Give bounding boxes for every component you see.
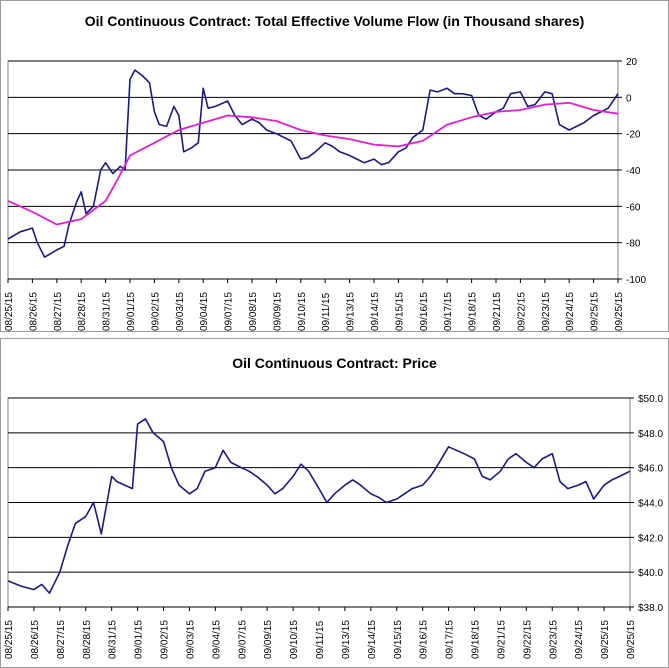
x-tick-label: 09/11/15 [321,292,332,331]
x-tick-label: 09/16/15 [419,620,430,659]
y-tick-label: -100 [626,275,646,286]
x-tick-label: 09/22/15 [522,620,533,659]
x-tick-label: 09/13/15 [341,620,352,659]
x-tick-label: 09/04/15 [211,620,222,659]
x-tick-label: 08/25/15 [4,292,15,331]
x-tick-label: 09/15/15 [394,292,405,331]
x-tick-label: 09/03/15 [175,292,186,331]
x-tick-label: 09/25/15 [590,292,601,331]
x-tick-label: 09/22/15 [516,292,527,331]
x-tick-label: 09/25/15 [600,620,611,659]
x-tick-label: 09/13/15 [346,292,357,331]
x-tick-label: 08/25/15 [4,620,15,659]
x-tick-label: 09/11/15 [315,620,326,659]
price-chart-panel: Oil Continuous Contract: Price $50.0 $48.… [0,338,669,668]
x-tick-label: 09/10/15 [297,292,308,331]
x-tick-label: 09/15/15 [393,620,404,659]
chart-title: Oil Continuous Contract: Price [232,355,437,371]
x-tick-label: 09/17/15 [445,620,456,659]
x-tick-label: 08/31/15 [102,292,113,331]
x-tick-label: 09/18/15 [471,620,482,659]
volume-flow-chart: 20 0 -20 -40 -60 -80 -100 08/25/15 08/26/15 08/27… [4,57,646,331]
y-tick-label: -20 [626,130,641,141]
y-tick-label: $42.0 [638,533,663,544]
y-tick-label: $38.0 [638,603,663,614]
x-tick-label: 08/28/15 [82,620,93,659]
y-tick-label: $48.0 [638,429,663,440]
x-tick-label: 09/01/15 [134,620,145,659]
x-tick-label: 09/09/15 [272,292,283,331]
price-chart: $50.0 $48.0 $46.0 $44.0 $42.0 $40.0 $38.0 08/25… [4,394,663,659]
x-tick-label: 09/18/15 [468,292,479,331]
y-tick-label: $46.0 [638,464,663,475]
x-tick-label: 08/28/15 [77,292,88,331]
series-line-1 [7,418,631,594]
x-tick-label: 09/21/15 [496,620,507,659]
x-tick-label: 09/07/15 [237,620,248,659]
y-tick-label: $44.0 [638,499,663,510]
x-tick-label: 09/25/15 [614,292,625,331]
x-tick-label: 08/27/15 [53,292,64,331]
x-tick-label: 09/21/15 [492,292,503,331]
x-tick-label: 09/24/15 [574,620,585,659]
x-tick-label: 08/31/15 [108,620,119,659]
x-tick-label: 09/23/15 [548,620,559,659]
x-tick-label: 09/17/15 [443,292,454,331]
x-tick-label: 08/27/15 [56,620,67,659]
volume-flow-chart-panel: Oil Continuous Contract: Total Effective… [0,0,669,332]
y-tick-label: $50.0 [638,394,663,405]
x-tick-label: 09/02/15 [150,292,161,331]
x-tick-label: 09/14/15 [367,620,378,659]
y-tick-label: $40.0 [638,568,663,579]
y-tick-label: -60 [626,202,641,213]
y-tick-label: -80 [626,239,641,250]
x-tick-label: 08/26/15 [30,620,41,659]
x-tick-label: 09/04/15 [199,292,210,331]
series-line-1 [7,69,619,259]
x-tick-label: 09/24/15 [565,292,576,331]
y-tick-label: -40 [626,166,641,177]
x-tick-label: 09/08/15 [248,292,259,331]
x-tick-label: 09/03/15 [185,620,196,659]
x-tick-label: 09/10/15 [289,620,300,659]
x-tick-label: 08/26/15 [28,292,39,331]
y-tick-label: 20 [626,57,638,68]
x-tick-label: 09/07/15 [224,292,235,331]
series-line-2 [7,101,619,226]
x-tick-label: 09/14/15 [370,292,381,331]
y-tick-label: 0 [626,93,632,104]
x-tick-label: 09/02/15 [160,620,171,659]
x-tick-label: 09/16/15 [419,292,430,331]
x-tick-label: 09/23/15 [541,292,552,331]
chart-title: Oil Continuous Contract: Total Effective… [84,13,585,29]
x-tick-label: 09/09/15 [263,620,274,659]
x-tick-label: 09/01/15 [126,292,137,331]
x-tick-label: 09/25/15 [626,620,637,659]
